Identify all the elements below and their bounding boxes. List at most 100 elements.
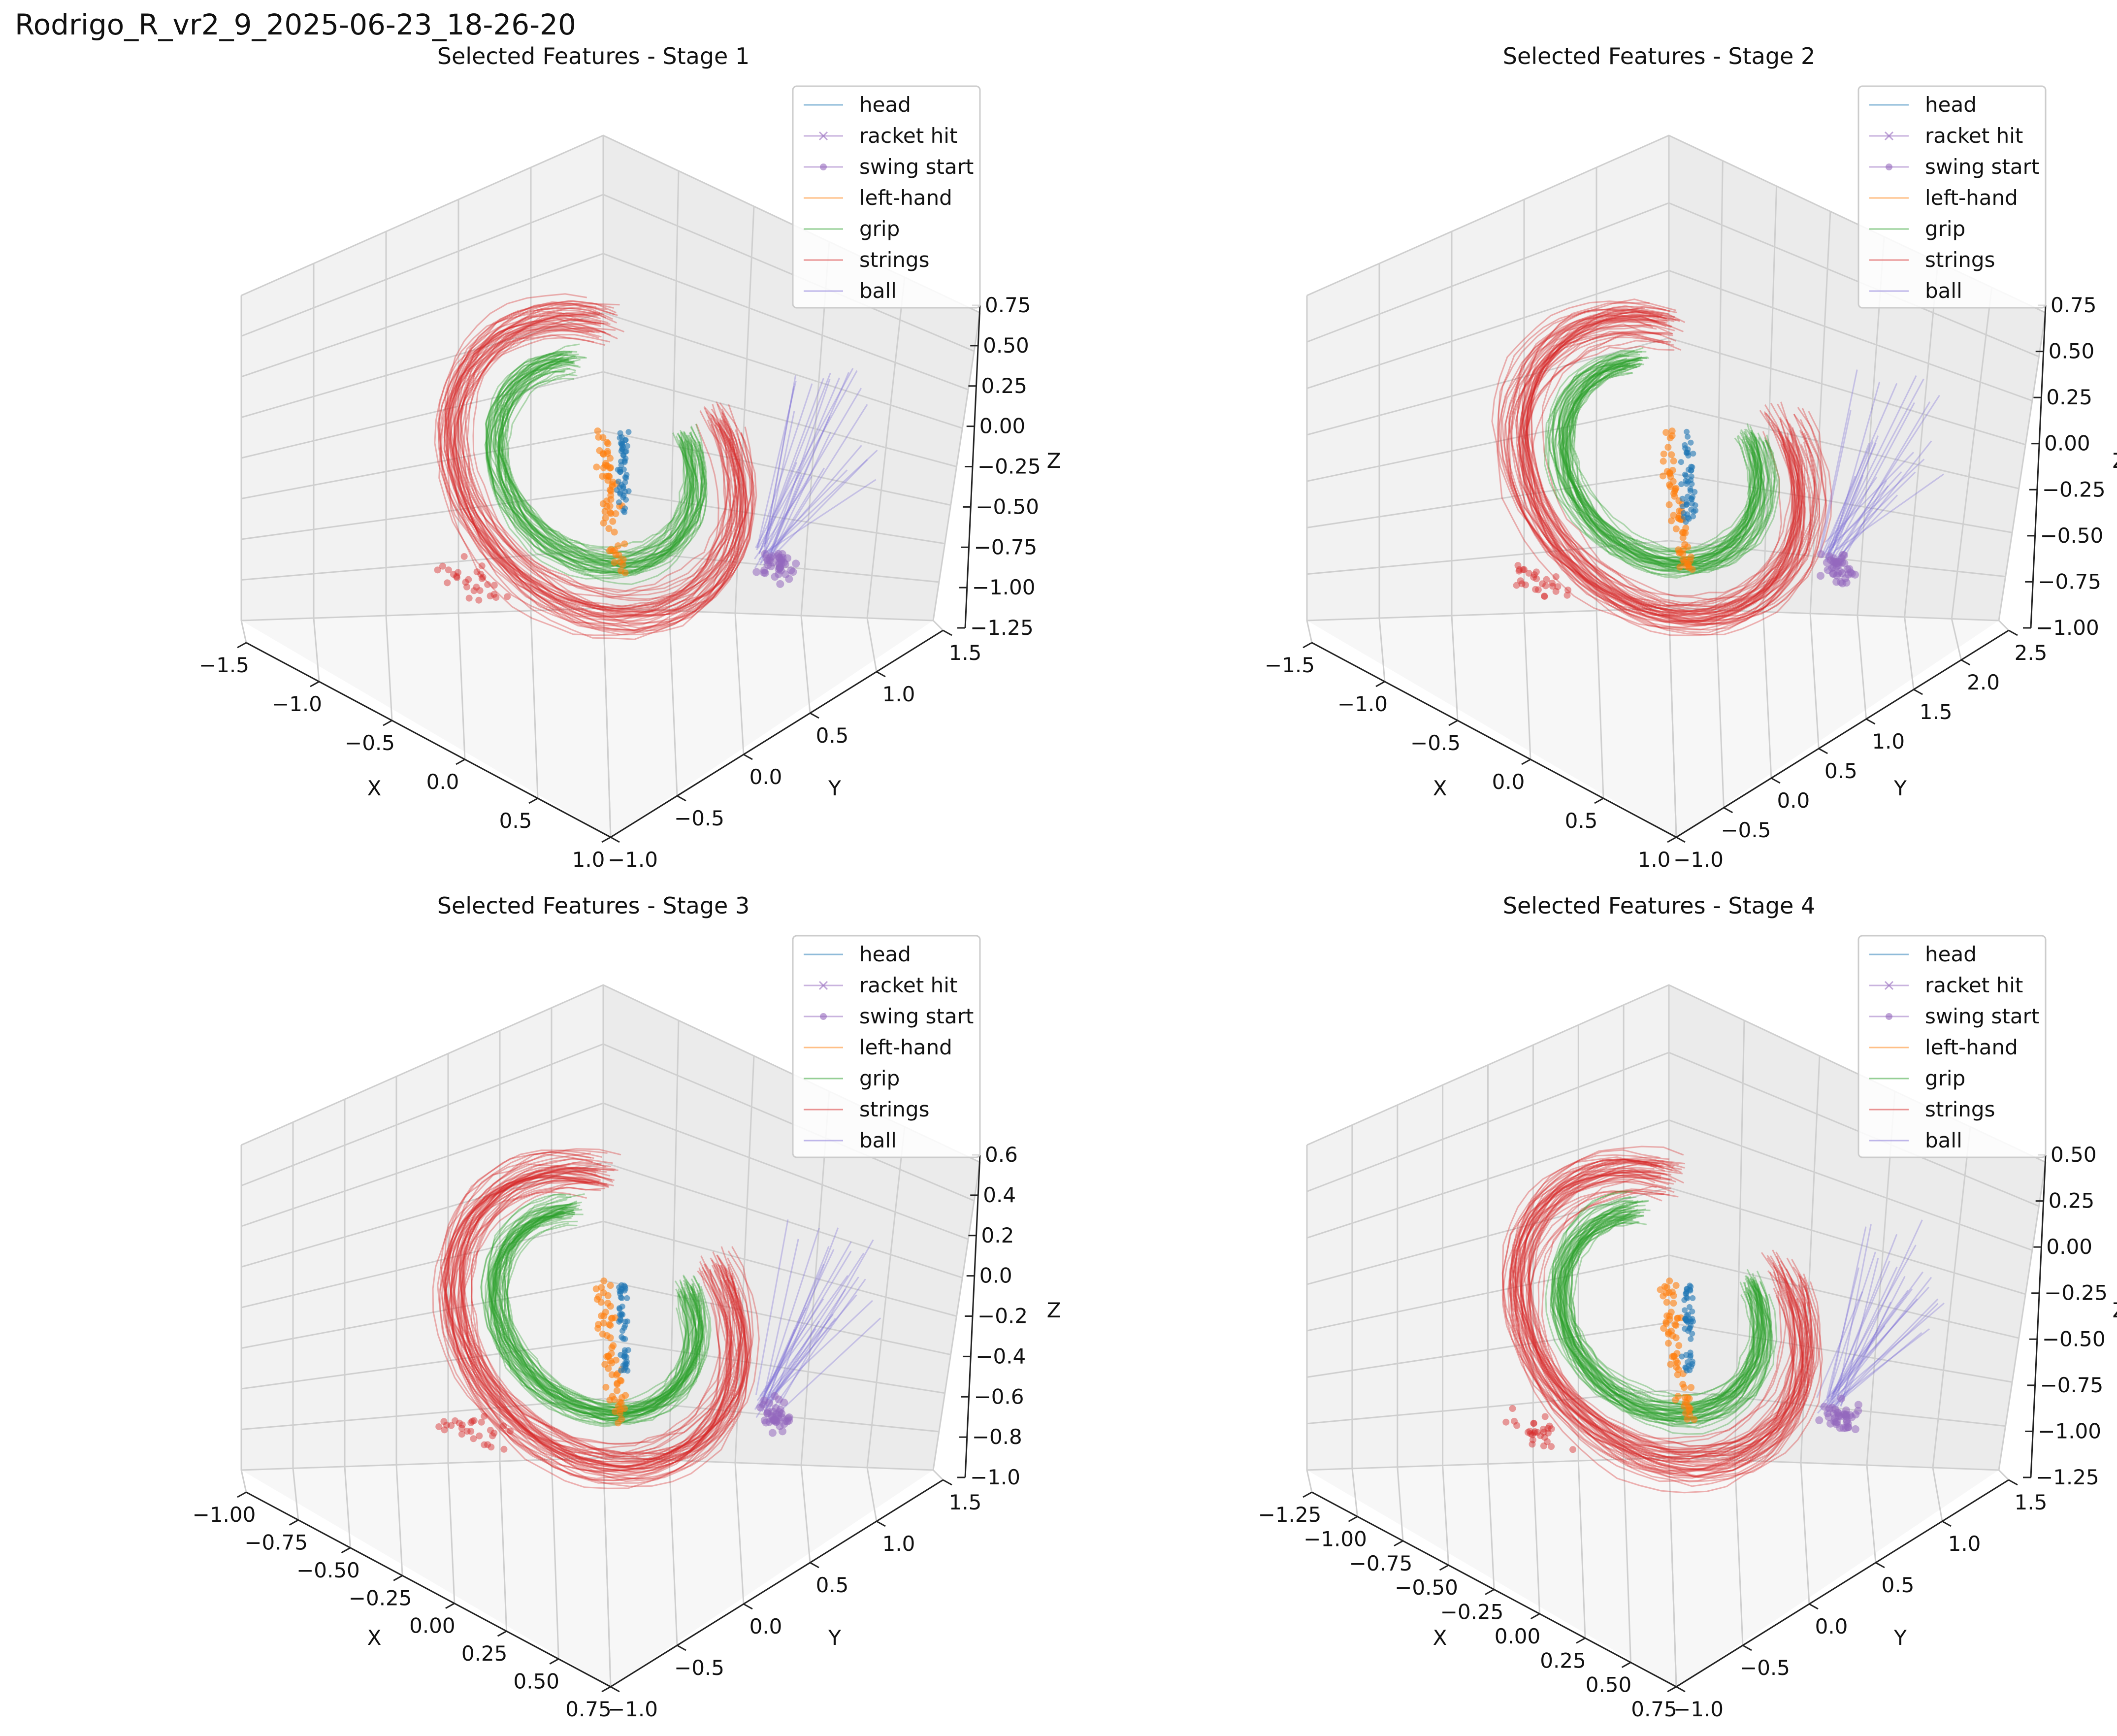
- y-tick-label: 2.0: [1967, 670, 2000, 694]
- grip-trajectory: [496, 359, 695, 568]
- legend-label: ball: [859, 1128, 897, 1152]
- z-tick-label: −1.00: [972, 575, 1036, 599]
- y-tick-label: 0.5: [816, 1573, 849, 1597]
- z-axis-label: Z: [2113, 449, 2117, 473]
- x-tick-label: −0.5: [345, 731, 395, 755]
- grip-trajectory: [1561, 367, 1761, 561]
- ball-streak: [758, 469, 848, 560]
- ball-streak: [765, 1289, 847, 1408]
- ball-streak: [1820, 410, 1852, 553]
- strings-trajectory: [1527, 319, 1796, 622]
- strings-trajectory: [1519, 314, 1803, 614]
- strings-trajectory: [458, 1172, 732, 1460]
- strings-start-point: [1517, 577, 1524, 585]
- z-tick-label: 0.50: [2049, 339, 2095, 363]
- strings-trajectory: [448, 1153, 744, 1480]
- left-hand-point: [1664, 1340, 1672, 1347]
- ball-streak: [764, 411, 795, 555]
- y-tick-label: 0.0: [749, 1614, 782, 1638]
- ball-streak: [1836, 1224, 1872, 1400]
- ball-streak: [1825, 471, 1916, 560]
- x-gridline: [551, 1008, 559, 1659]
- head-point: [1684, 1286, 1691, 1292]
- grip-trajectory: [501, 354, 691, 574]
- ball-streak: [1832, 382, 1881, 549]
- strings-start-point: [477, 570, 485, 578]
- ball-streak: [770, 372, 849, 553]
- strings-start-point: [458, 1425, 465, 1432]
- grip-trajectory: [1561, 365, 1762, 560]
- racket-hit-point: [1840, 551, 1848, 559]
- strings-start-point: [1539, 1425, 1547, 1433]
- legend-label: grip: [859, 1066, 900, 1090]
- head-point: [620, 485, 626, 491]
- strings-trajectory: [1525, 1171, 1797, 1458]
- left-hand-point: [1666, 481, 1673, 489]
- head-point: [619, 1328, 625, 1334]
- floor-pane: [1307, 1458, 1999, 1687]
- grip-trajectory: [506, 1209, 686, 1416]
- x-tick: [1348, 1516, 1358, 1522]
- x-tick: [456, 758, 465, 765]
- head-point: [1685, 433, 1691, 440]
- y-tick: [1942, 1520, 1952, 1527]
- right-back-pane: [1669, 135, 2046, 621]
- grip-trajectory: [480, 1203, 712, 1418]
- ball-streak: [1824, 452, 1915, 543]
- strings-start-point: [455, 569, 462, 576]
- y-tick: [1818, 748, 1828, 754]
- x-tick-label: 0.75: [1631, 1697, 1677, 1721]
- x-tick: [1521, 758, 1531, 765]
- ball-streak: [767, 1278, 866, 1416]
- racket-hit-point: [1832, 578, 1841, 586]
- strings-trajectory: [460, 1158, 732, 1470]
- strings-start-point: [481, 1412, 488, 1420]
- strings-start-point: [1541, 1413, 1549, 1420]
- strings-trajectory: [443, 334, 747, 613]
- left-hand-point: [621, 1405, 628, 1412]
- strings-trajectory: [450, 300, 742, 633]
- racket-hit-point: [792, 559, 800, 568]
- grip-trajectory: [494, 1208, 698, 1411]
- grip-trajectory: [506, 371, 685, 556]
- grip-trajectory: [490, 351, 700, 585]
- z-tick-label: −0.6: [974, 1384, 1024, 1408]
- left-hand-point: [1664, 444, 1672, 451]
- figure-title: Rodrigo_R_vr2_9_2025-06-23_18-26-20: [15, 8, 576, 41]
- left-hand-point: [606, 509, 614, 516]
- left-hand-point: [614, 1380, 621, 1388]
- strings-start-point: [1542, 582, 1549, 590]
- head-point: [1682, 1307, 1688, 1313]
- strings-start-point: [476, 587, 484, 594]
- left-hand-point: [1675, 1342, 1683, 1349]
- left-hand-point: [615, 542, 622, 550]
- x-tick-label: 0.50: [514, 1670, 560, 1694]
- grip-trajectory: [1563, 352, 1760, 575]
- grip-trajectory: [487, 370, 704, 573]
- strings-start-point: [487, 592, 494, 600]
- left-hand-point: [1668, 1327, 1675, 1335]
- x-gridline: [1442, 1085, 1449, 1566]
- x-tick: [497, 1630, 507, 1637]
- grip-trajectory: [491, 1213, 701, 1405]
- y-gridline: [1998, 312, 2047, 631]
- x-tick: [237, 642, 247, 649]
- strings-trajectory: [1527, 311, 1795, 613]
- ball-streak: [758, 1328, 817, 1407]
- x-tick: [1667, 1686, 1677, 1693]
- x-tick-label: −1.0: [1337, 692, 1388, 716]
- x-gridline: [313, 263, 320, 682]
- strings-start-point: [453, 574, 460, 581]
- grip-trajectory: [491, 1213, 700, 1411]
- strings-trajectory: [1506, 307, 1817, 624]
- x-gridline: [1532, 1045, 1540, 1614]
- grip-trajectory: [1555, 1216, 1767, 1411]
- left-hand-point: [599, 1330, 606, 1338]
- strings-trajectory: [1518, 305, 1804, 636]
- strings-start-point: [479, 573, 487, 581]
- strings-start-point: [1531, 1428, 1539, 1435]
- z-tick-label: 0.75: [2051, 293, 2097, 317]
- x-tick: [1303, 1491, 1312, 1498]
- x-tick: [1439, 1564, 1449, 1571]
- x-tick: [1485, 1589, 1495, 1595]
